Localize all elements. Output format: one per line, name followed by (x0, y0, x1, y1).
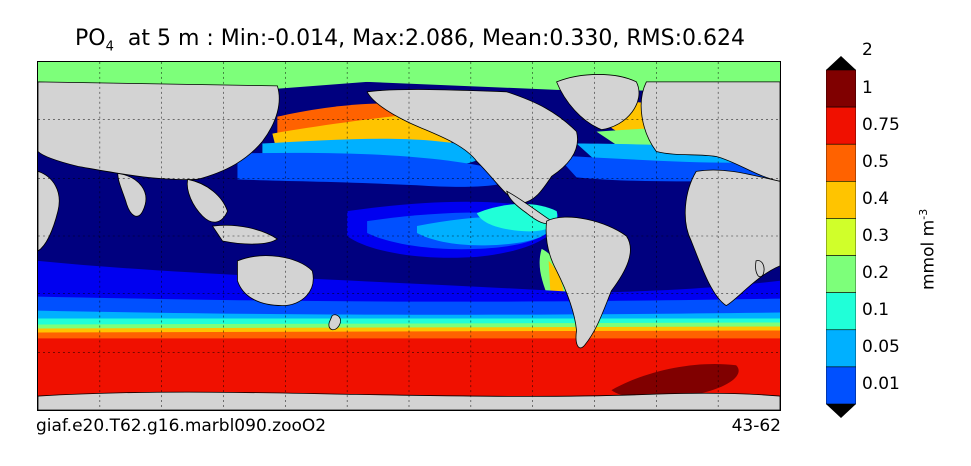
po4-map (38, 62, 780, 410)
map-title: PO4 at 5 m : Min:-0.014, Max:2.086, Mean… (0, 26, 820, 54)
colorbar-swatch (826, 218, 856, 256)
land-africa-left-part (38, 170, 60, 252)
land-madagascar (755, 260, 765, 278)
colorbar-swatch (826, 106, 856, 145)
unit-text: mmol m (918, 219, 939, 290)
title-var: PO (75, 26, 106, 51)
land-southeast-asia (186, 178, 228, 223)
land-india (117, 172, 147, 217)
run-id-label: giaf.e20.T62.g16.marbl090.zooO2 (36, 416, 327, 436)
colorbar-swatch (826, 292, 856, 331)
colorbar-tick-label: 1 (862, 77, 873, 98)
colorbar-tick-label: 0.75 (862, 114, 900, 135)
colorbar-tick-label: 0.1 (862, 300, 890, 321)
land-new-zealand (328, 314, 341, 331)
colorbar-swatch (826, 143, 856, 182)
colorbar-extend-min (826, 404, 856, 418)
land-greenland (556, 74, 640, 131)
colorbar-tick-label: 2 (862, 40, 873, 61)
colorbar-swatch (826, 366, 856, 405)
land-australia (237, 255, 314, 306)
map-panel (37, 61, 781, 411)
colorbar-swatch (826, 69, 856, 108)
land-eurasia (640, 81, 780, 182)
unit-exponent: -3 (917, 208, 930, 220)
colorbar-tick-label: 0.3 (862, 226, 890, 246)
land-asia-west (38, 81, 280, 181)
years-label: 43-62 (731, 416, 781, 436)
colorbar-swatch (826, 255, 856, 293)
colorbar-swatch (826, 181, 856, 219)
land-south-america (545, 216, 631, 349)
band-weddell-darkred (611, 363, 739, 399)
colorbar-extend-max (826, 56, 856, 70)
colorbar-tick-label: 0.2 (862, 263, 890, 284)
colorbar-tick-label: 0.01 (862, 374, 900, 395)
colorbar (826, 56, 856, 418)
colorbar-tick-label: 0.05 (862, 337, 900, 358)
land-central-america (506, 190, 553, 224)
colorbar-tick-label: 0.5 (862, 151, 890, 172)
land-indonesia (211, 224, 279, 245)
colorbar-swatch (826, 329, 856, 368)
colorbar-tick-label: 0.4 (862, 188, 890, 209)
title-stats: at 5 m : Min:-0.014, Max:2.086, Mean:0.3… (113, 26, 745, 51)
colorbar-unit: mmol m-3 (917, 209, 939, 290)
title-subscript: 4 (105, 39, 114, 55)
land-north-america (366, 89, 578, 204)
graticule (38, 62, 780, 410)
